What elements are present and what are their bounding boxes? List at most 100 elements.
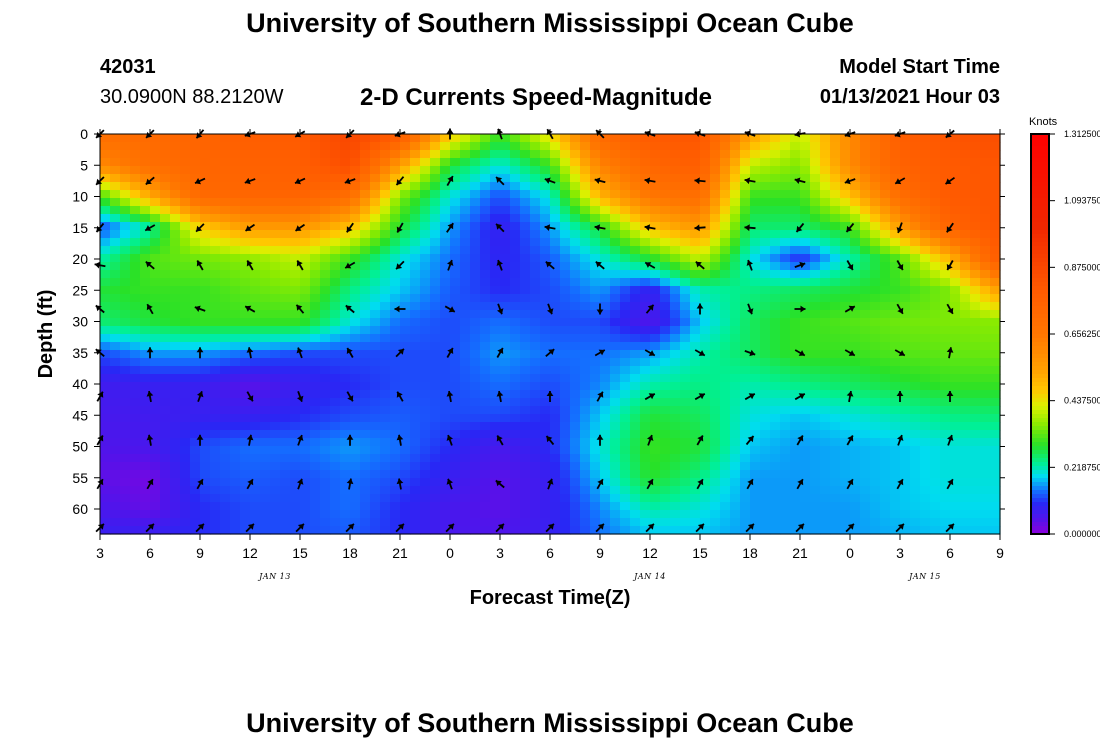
heatmap-cell [640, 438, 651, 447]
current-vector [195, 223, 205, 233]
heatmap-cell [180, 350, 191, 359]
heatmap-cell [220, 366, 231, 375]
heatmap-cell [830, 302, 841, 311]
heatmap-cell [740, 142, 751, 151]
heatmap-cell [300, 158, 311, 167]
heatmap-cell [350, 190, 361, 199]
heatmap-cell [400, 438, 411, 447]
heatmap-cell [760, 174, 771, 183]
heatmap-cell [670, 454, 681, 463]
heatmap-cell [360, 510, 371, 519]
heatmap-cell [430, 238, 441, 247]
heatmap-cell [850, 142, 861, 151]
heatmap-cell [410, 502, 421, 511]
heatmap-cell [760, 214, 771, 223]
heatmap-cell [430, 174, 441, 183]
heatmap-cell [210, 358, 221, 367]
heatmap-cell [280, 382, 291, 391]
heatmap-cell [970, 358, 981, 367]
heatmap-cell [140, 318, 151, 327]
heatmap-cell [810, 430, 821, 439]
heatmap-cell [210, 198, 221, 207]
heatmap-cell [600, 134, 611, 143]
heatmap-cell [170, 190, 181, 199]
heatmap-cell [350, 358, 361, 367]
heatmap-cell [860, 158, 871, 167]
heatmap-cell [390, 414, 401, 423]
heatmap-cell [790, 446, 801, 455]
heatmap-cell [470, 382, 481, 391]
heatmap-cell [290, 486, 301, 495]
heatmap-cell [280, 286, 291, 295]
heatmap-cell [970, 302, 981, 311]
heatmap-cell [720, 406, 731, 415]
heatmap-cell [810, 134, 821, 143]
vector-head [946, 226, 953, 233]
heatmap-cell [240, 326, 251, 335]
heatmap-cell [480, 342, 491, 351]
heatmap-cell [450, 510, 461, 519]
heatmap-cell [950, 302, 961, 311]
heatmap-cell [550, 462, 561, 471]
heatmap-cell [880, 254, 891, 263]
heatmap-cell [430, 446, 441, 455]
heatmap-cell [650, 310, 661, 319]
heatmap-cell [230, 326, 241, 335]
heatmap-cell [500, 526, 511, 535]
heatmap-cell [690, 494, 701, 503]
heatmap-cell [640, 278, 651, 287]
heatmap-cell [460, 486, 471, 495]
heatmap-cell [400, 326, 411, 335]
heatmap-cell [700, 334, 711, 343]
heatmap-cell [740, 246, 751, 255]
heatmap-cell [760, 326, 771, 335]
heatmap-cell [900, 390, 911, 399]
heatmap-cell [750, 318, 761, 327]
heatmap-cell [680, 358, 691, 367]
heatmap-cell [570, 190, 581, 199]
heatmap-cell [430, 414, 441, 423]
heatmap-cell [140, 518, 151, 527]
vector-head [697, 479, 704, 486]
heatmap-cell [970, 206, 981, 215]
heatmap-cell [300, 510, 311, 519]
heatmap-cell [480, 166, 491, 175]
heatmap-cell [870, 238, 881, 247]
heatmap-cell [380, 358, 391, 367]
heatmap-cell [830, 454, 841, 463]
heatmap-cell [350, 310, 361, 319]
heatmap-cell [770, 262, 781, 271]
heatmap-cell [520, 478, 531, 487]
heatmap-cell [980, 478, 991, 487]
heatmap-cell [120, 502, 131, 511]
heatmap-cell [710, 326, 721, 335]
heatmap-cell [430, 150, 441, 159]
current-vector [495, 479, 505, 489]
heatmap-cell [210, 462, 221, 471]
heatmap-cell [290, 174, 301, 183]
heatmap-cell [940, 526, 951, 535]
heatmap-cell [380, 486, 391, 495]
heatmap-cell [500, 294, 511, 303]
vector-head [798, 393, 805, 400]
heatmap-cell [220, 398, 231, 407]
heatmap-cell [590, 350, 601, 359]
heatmap-cell [260, 166, 271, 175]
heatmap-cell [640, 478, 651, 487]
heatmap-cell [740, 358, 751, 367]
heatmap-cell [870, 342, 881, 351]
heatmap-cell [350, 326, 361, 335]
heatmap-cell [350, 230, 361, 239]
heatmap-cell [400, 134, 411, 143]
heatmap-cell [760, 486, 771, 495]
heatmap-cell [550, 190, 561, 199]
heatmap-cell [850, 150, 861, 159]
vector-head [496, 391, 504, 397]
current-vector [295, 304, 305, 314]
heatmap-cell [420, 510, 431, 519]
heatmap-cell [910, 254, 921, 263]
heatmap-cell [100, 350, 111, 359]
heatmap-cell [520, 510, 531, 519]
heatmap-cell [620, 198, 631, 207]
heatmap-cell [950, 174, 961, 183]
